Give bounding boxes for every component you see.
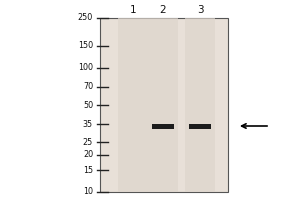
Bar <box>189 123 211 129</box>
Text: 150: 150 <box>78 41 93 50</box>
Bar <box>100 18 228 192</box>
Bar <box>152 123 174 129</box>
Bar <box>148 18 178 192</box>
Text: 250: 250 <box>78 14 93 22</box>
Text: 20: 20 <box>83 150 93 159</box>
Text: 10: 10 <box>83 188 93 196</box>
Text: 1: 1 <box>130 5 136 15</box>
Text: 70: 70 <box>83 82 93 91</box>
Text: 100: 100 <box>78 63 93 72</box>
Bar <box>185 18 215 192</box>
Text: 15: 15 <box>83 166 93 175</box>
Text: 25: 25 <box>83 138 93 147</box>
Text: 35: 35 <box>83 120 93 129</box>
Text: 50: 50 <box>83 100 93 110</box>
Text: 2: 2 <box>160 5 166 15</box>
Text: 3: 3 <box>197 5 203 15</box>
Bar <box>118 18 148 192</box>
